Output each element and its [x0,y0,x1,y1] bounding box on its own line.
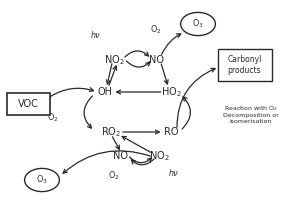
Text: hν: hν [91,31,101,40]
Text: NO: NO [148,55,164,65]
Text: NO$_2$: NO$_2$ [104,53,124,67]
Circle shape [181,12,215,36]
Text: RO$_2$: RO$_2$ [101,125,121,139]
Text: NO$_2$: NO$_2$ [149,149,169,163]
Text: O$_3$: O$_3$ [192,18,204,30]
FancyBboxPatch shape [8,93,50,115]
Text: O$_2$: O$_2$ [108,170,120,182]
Text: RO: RO [164,127,178,137]
Text: O$_2$: O$_2$ [47,112,58,124]
Text: OH: OH [98,87,112,97]
Text: NO: NO [112,151,128,161]
Text: O$_2$: O$_2$ [150,24,162,36]
Text: hν: hν [169,170,179,178]
FancyBboxPatch shape [218,49,272,81]
Text: Reaction with O$_2$
Decomposition or
isomerisation: Reaction with O$_2$ Decomposition or iso… [223,104,278,124]
Circle shape [25,168,59,192]
Text: O$_3$: O$_3$ [36,174,48,186]
Text: Carbonyl
products: Carbonyl products [227,55,262,75]
Text: HO$_2$: HO$_2$ [161,85,181,99]
Text: VOC: VOC [18,99,39,109]
